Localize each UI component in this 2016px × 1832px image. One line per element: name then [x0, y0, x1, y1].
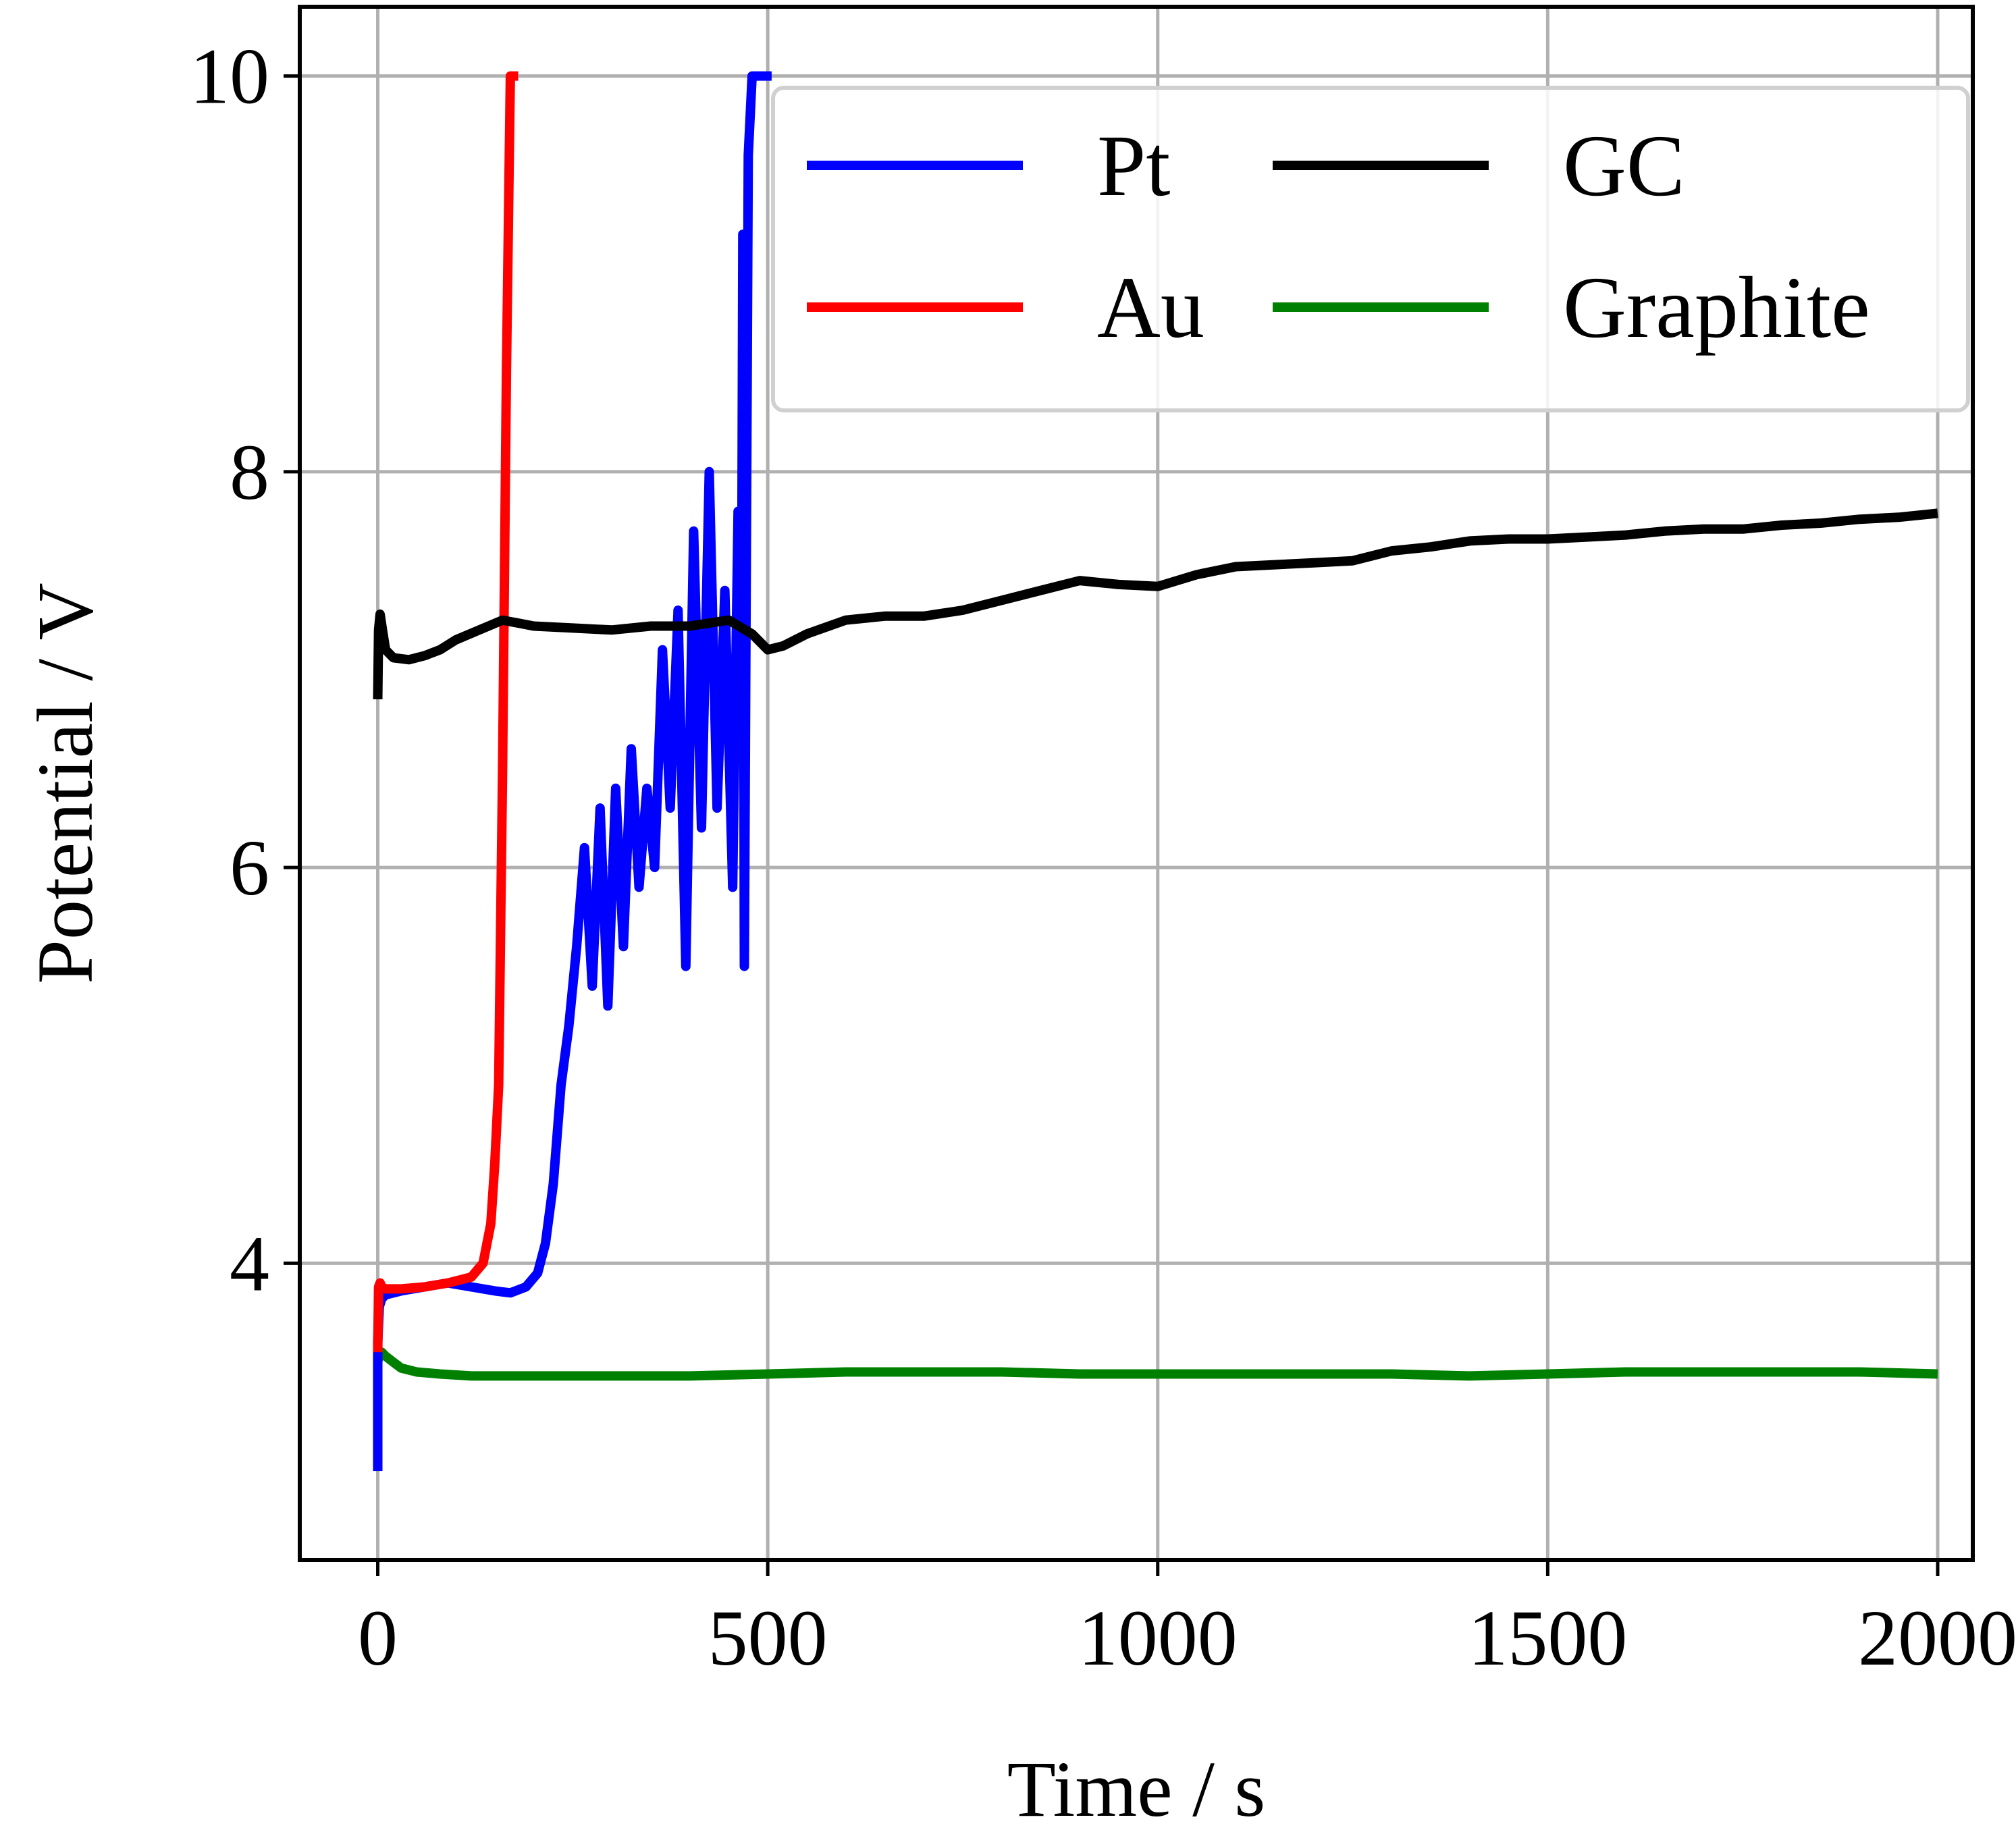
tick-layer: 0 500 1000 1500 2000 4 6 8 10: [190, 32, 2016, 1682]
x-tick-label: 500: [708, 1594, 828, 1682]
series-line-pt: [373, 71, 772, 1472]
legend-label-au: Au: [1097, 259, 1204, 356]
series-line-au: [373, 71, 519, 1353]
legend-box: [771, 86, 1970, 412]
x-axis-label: Time / s: [1007, 1745, 1266, 1829]
legend-label-gc: GC: [1563, 117, 1685, 215]
y-tick-label: 6: [230, 824, 269, 912]
legend: Pt Au GC Graphite: [771, 86, 1970, 412]
x-tick-label: 0: [358, 1594, 398, 1682]
y-axis-label: Potential / V: [21, 583, 109, 984]
series-line-graphite: [373, 1347, 1938, 1402]
series-layer: [373, 71, 1938, 1472]
legend-items: Pt Au GC Graphite: [807, 117, 1870, 356]
x-tick-label: 1500: [1468, 1594, 1627, 1682]
y-tick-label: 8: [230, 428, 269, 516]
y-tick-label: 10: [190, 32, 269, 121]
series-line-gc: [373, 508, 1938, 699]
legend-label-pt: Pt: [1097, 117, 1170, 215]
x-tick-label: 2000: [1858, 1594, 2016, 1682]
plot-frame: [298, 5, 1975, 1562]
x-tick-label: 1000: [1078, 1594, 1238, 1682]
legend-label-graphite: Graphite: [1563, 259, 1870, 356]
y-tick-label: 4: [230, 1219, 269, 1308]
